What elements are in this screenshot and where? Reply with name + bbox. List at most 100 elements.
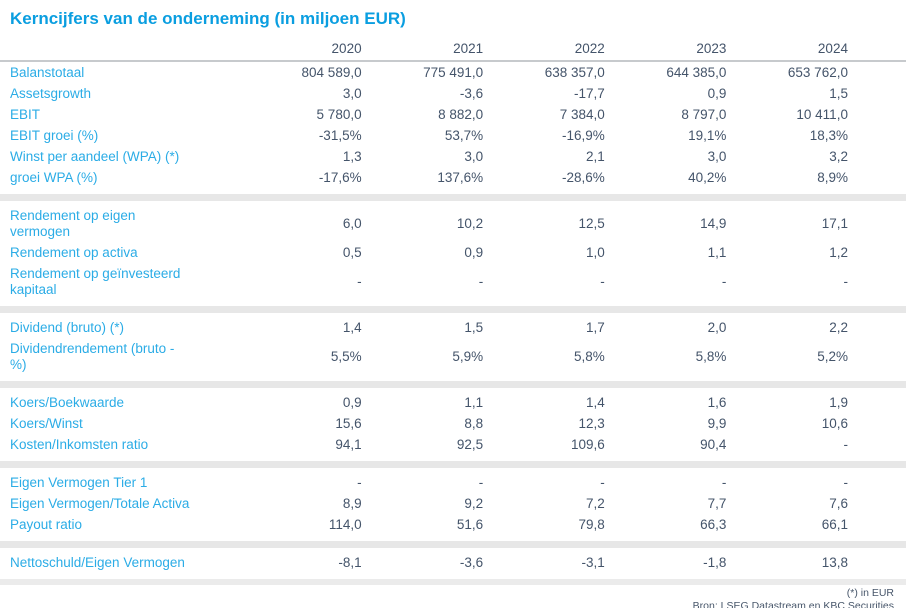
cell-value: 1,6 bbox=[707, 395, 727, 410]
section-divider bbox=[0, 460, 906, 468]
cell-value: 18,3% bbox=[809, 128, 848, 143]
table-row: Eigen Vermogen Tier 1 - - - - - bbox=[0, 473, 906, 494]
cell-value: -3,6 bbox=[459, 86, 484, 101]
row-label: Payout ratio bbox=[10, 517, 83, 532]
cell-value: 2,1 bbox=[586, 149, 605, 164]
cell-value: 0,5 bbox=[342, 245, 362, 260]
cell-value: 644 385,0 bbox=[666, 65, 727, 80]
cell-value: 114,0 bbox=[328, 517, 362, 532]
cell-value: - bbox=[478, 274, 484, 289]
cell-value: -31,5% bbox=[318, 128, 362, 143]
cell-value: 3,0 bbox=[707, 149, 727, 164]
footnotes: (*) in EUR Bron: LSEG Datastream en KBC … bbox=[0, 587, 906, 608]
row-label: Koers/Winst bbox=[10, 416, 83, 431]
cell-value: - bbox=[721, 274, 727, 289]
cell-value: 51,6 bbox=[456, 517, 484, 532]
row-label: Kosten/Inkomsten ratio bbox=[10, 437, 149, 452]
cell-value: - bbox=[357, 274, 362, 289]
table-row: EBIT 5 780,0 8 882,0 7 384,0 8 797,0 10 411,0 bbox=[0, 105, 906, 126]
cell-value: 5,5% bbox=[330, 349, 362, 364]
table-row: Koers/Winst 15,6 8,8 12,3 9,9 10,6 bbox=[0, 414, 906, 435]
cell-value: - bbox=[843, 475, 848, 490]
year-column-header: 2021 bbox=[453, 40, 484, 56]
cell-value: 1,3 bbox=[342, 149, 362, 164]
cell-value: 0,9 bbox=[464, 245, 484, 260]
row-label: EBIT groei (%) bbox=[10, 128, 99, 143]
cell-value: 13,8 bbox=[821, 555, 848, 570]
cell-value: 9,2 bbox=[464, 496, 484, 511]
table-row: Rendement op activa 0,5 0,9 1,0 1,1 1,2 bbox=[0, 243, 906, 264]
cell-value: 3,2 bbox=[829, 149, 848, 164]
cell-value: 66,1 bbox=[821, 517, 848, 532]
cell-value: -1,8 bbox=[703, 555, 727, 570]
cell-value: 53,7% bbox=[444, 128, 484, 143]
cell-value: 0,9 bbox=[342, 395, 362, 410]
cell-value: 79,8 bbox=[578, 517, 605, 532]
table-row: groei WPA (%) -17,6% 137,6% -28,6% 40,2% 8,9% bbox=[0, 168, 906, 189]
table-header-row: 2020 2021 2022 2023 2024 bbox=[0, 38, 906, 58]
cell-value: - bbox=[843, 274, 848, 289]
cell-value: - bbox=[721, 475, 727, 490]
cell-value: - bbox=[478, 475, 484, 490]
section-divider bbox=[0, 193, 906, 201]
row-label: Nettoschuld/Eigen Vermogen bbox=[10, 555, 185, 570]
cell-value: 638 357,0 bbox=[544, 65, 605, 80]
cell-value: 804 589,0 bbox=[301, 65, 362, 80]
cell-value: 5,8% bbox=[695, 349, 727, 364]
cell-value: 2,0 bbox=[707, 320, 727, 335]
cell-value: - bbox=[600, 475, 605, 490]
cell-value: 1,4 bbox=[586, 395, 605, 410]
table-row: Kosten/Inkomsten ratio 94,1 92,5 109,6 90,4 - bbox=[0, 435, 906, 456]
cell-value: 90,4 bbox=[700, 437, 727, 452]
table-row: Assetsgrowth 3,0 -3,6 -17,7 0,9 1,5 bbox=[0, 84, 906, 105]
cell-value: 775 491,0 bbox=[423, 65, 484, 80]
cell-value: 8,9% bbox=[817, 170, 848, 185]
cell-value: 3,0 bbox=[342, 86, 362, 101]
year-column-header: 2023 bbox=[696, 40, 727, 56]
cell-value: -28,6% bbox=[562, 170, 605, 185]
cell-value: 0,9 bbox=[707, 86, 727, 101]
cell-value: - bbox=[600, 274, 605, 289]
cell-value: -17,6% bbox=[318, 170, 362, 185]
table-body: Balanstotaal 804 589,0 775 491,0 638 357,0 6… bbox=[0, 63, 906, 574]
row-label: Winst per aandeel (WPA) (*) bbox=[10, 149, 180, 164]
table-row: EBIT groei (%) -31,5% 53,7% -16,9% 19,1% 18,3… bbox=[0, 126, 906, 147]
cell-value: 8 882,0 bbox=[438, 107, 484, 122]
cell-value: - bbox=[843, 437, 848, 452]
cell-value: 7,7 bbox=[707, 496, 727, 511]
row-label: groei WPA (%) bbox=[10, 170, 98, 185]
cell-value: 7,2 bbox=[586, 496, 605, 511]
cell-value: 8,9 bbox=[342, 496, 362, 511]
cell-value: 1,9 bbox=[829, 395, 848, 410]
table-row: Nettoschuld/Eigen Vermogen -8,1 -3,6 -3,1 -1… bbox=[0, 553, 906, 574]
cell-value: - bbox=[357, 475, 362, 490]
table-row: Rendement op eigen vermogen 6,0 10,2 12,5 14… bbox=[0, 206, 906, 243]
cell-value: 14,9 bbox=[700, 216, 727, 231]
source-note: Bron: LSEG Datastream en KBC Securities bbox=[692, 599, 894, 608]
cell-value: 92,5 bbox=[456, 437, 484, 452]
cell-value: 8 797,0 bbox=[681, 107, 727, 122]
row-label: Rendement op eigen vermogen bbox=[10, 208, 136, 239]
table-row: Eigen Vermogen/Totale Activa 8,9 9,2 7,2 7,7… bbox=[0, 494, 906, 515]
bottom-divider bbox=[0, 578, 906, 585]
row-label: Eigen Vermogen/Totale Activa bbox=[10, 496, 190, 511]
cell-value: 109,6 bbox=[570, 437, 605, 452]
cell-value: 8,8 bbox=[464, 416, 484, 431]
cell-value: 1,1 bbox=[464, 395, 484, 410]
row-label: Balanstotaal bbox=[10, 65, 85, 80]
cell-value: 12,3 bbox=[578, 416, 605, 431]
cell-value: 1,7 bbox=[586, 320, 605, 335]
cell-value: -3,1 bbox=[581, 555, 605, 570]
cell-value: 1,2 bbox=[829, 245, 848, 260]
cell-value: 1,0 bbox=[586, 245, 605, 260]
cell-value: -17,7 bbox=[574, 86, 605, 101]
year-column-header: 2020 bbox=[331, 40, 362, 56]
table-row: Dividendrendement (bruto - %) 5,5% 5,9% 5,8… bbox=[0, 339, 906, 376]
page-title: Kerncijfers van de onderneming (in miljo… bbox=[10, 9, 406, 28]
cell-value: 40,2% bbox=[688, 170, 727, 185]
section-divider bbox=[0, 380, 906, 388]
cell-value: 2,2 bbox=[829, 320, 848, 335]
cell-value: 66,3 bbox=[700, 517, 727, 532]
row-label: Dividend (bruto) (*) bbox=[10, 320, 125, 335]
